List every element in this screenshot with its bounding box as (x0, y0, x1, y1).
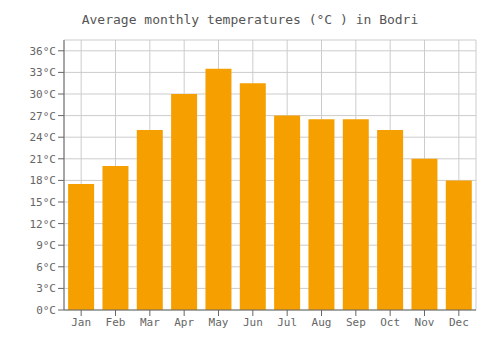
svg-text:Jul: Jul (277, 316, 297, 329)
svg-text:Jan: Jan (71, 316, 91, 329)
svg-text:3°C: 3°C (36, 282, 56, 295)
svg-text:24°C: 24°C (30, 131, 57, 144)
svg-text:30°C: 30°C (30, 88, 57, 101)
svg-text:15°C: 15°C (30, 196, 57, 209)
svg-text:0°C: 0°C (36, 304, 56, 317)
svg-text:Aug: Aug (312, 316, 332, 329)
svg-text:Apr: Apr (174, 316, 194, 329)
html-text:Average monthly temperatures (: Average monthly temperatures (°C ) in Bo… (81, 12, 419, 27)
svg-text:18°C: 18°C (30, 174, 57, 187)
svg-text:Oct: Oct (380, 316, 400, 329)
svg-text:Jun: Jun (243, 316, 263, 329)
svg-text:27°C: 27°C (30, 110, 57, 123)
svg-text:Sep: Sep (346, 316, 366, 329)
svg-text:33°C: 33°C (30, 66, 57, 79)
svg-text:36°C: 36°C (30, 45, 57, 58)
svg-text:Nov: Nov (415, 316, 435, 329)
svg-text:Feb: Feb (106, 316, 126, 329)
svg-text:9°C: 9°C (36, 239, 56, 252)
svg-text:12°C: 12°C (30, 218, 57, 231)
svg-text:Dec: Dec (449, 316, 469, 329)
svg-text:May: May (209, 316, 229, 329)
svg-text:6°C: 6°C (36, 261, 56, 274)
svg-text:21°C: 21°C (30, 153, 57, 166)
svg-text:Mar: Mar (140, 316, 160, 329)
